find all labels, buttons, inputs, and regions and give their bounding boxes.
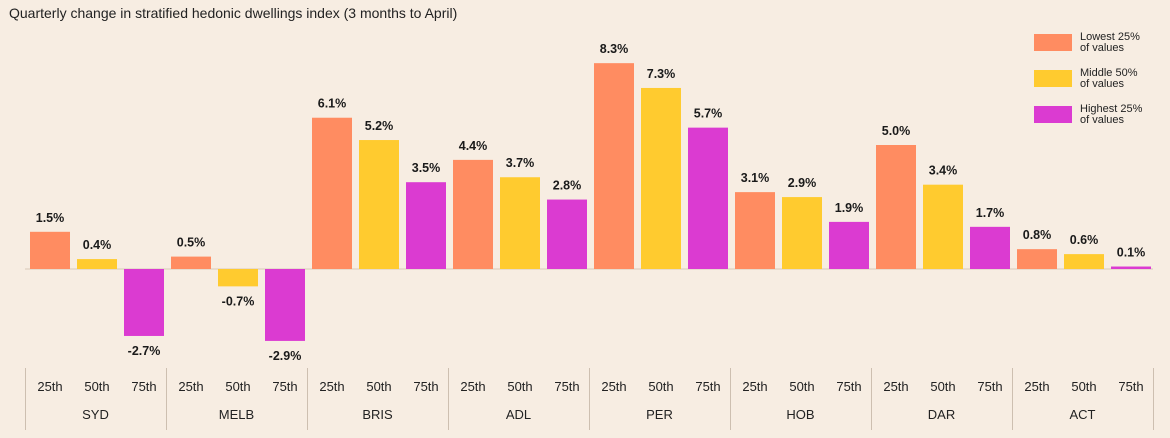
- data-label-act-50th: 0.6%: [1070, 233, 1099, 247]
- bar-act-50th: [1064, 254, 1104, 269]
- bar-dar-75th: [970, 226, 1010, 269]
- data-label-melb-75th: -2.9%: [269, 349, 302, 363]
- tick-label-adl-75th: 75th: [554, 379, 579, 394]
- data-label-dar-25th: 5.0%: [882, 124, 911, 138]
- tick-label-adl-25th: 25th: [460, 379, 485, 394]
- tick-label-hob-25th: 25th: [742, 379, 767, 394]
- legend-swatch-highest: [1034, 106, 1072, 123]
- tick-label-syd-25th: 25th: [37, 379, 62, 394]
- legend-swatch-middle: [1034, 70, 1072, 87]
- group-label-bris: BRIS: [362, 407, 393, 422]
- group-label-dar: DAR: [928, 407, 955, 422]
- bar-act-75th: [1111, 266, 1151, 269]
- tick-label-dar-25th: 25th: [883, 379, 908, 394]
- bar-adl-75th: [547, 199, 587, 269]
- bar-melb-25th: [171, 256, 211, 269]
- data-label-bris-75th: 3.5%: [412, 161, 441, 175]
- bar-dar-50th: [923, 184, 963, 269]
- data-label-melb-50th: -0.7%: [222, 294, 255, 308]
- chart-title: Quarterly change in stratified hedonic d…: [9, 5, 458, 21]
- tick-label-hob-75th: 75th: [836, 379, 861, 394]
- bar-dar-25th: [876, 145, 916, 269]
- tick-label-act-50th: 50th: [1071, 379, 1096, 394]
- bar-hob-25th: [735, 192, 775, 269]
- legend: Lowest 25% of values Middle 50% of value…: [1034, 32, 1164, 140]
- data-label-melb-25th: 0.5%: [177, 236, 206, 250]
- bar-per-25th: [594, 63, 634, 269]
- legend-sublabel-highest: of values: [1080, 114, 1125, 126]
- bar-hob-50th: [782, 197, 822, 269]
- tick-label-dar-50th: 50th: [930, 379, 955, 394]
- data-label-dar-75th: 1.7%: [976, 206, 1005, 220]
- data-label-per-75th: 5.7%: [694, 107, 723, 121]
- tick-label-act-25th: 25th: [1024, 379, 1049, 394]
- legend-label-middle: Middle 50%: [1080, 67, 1138, 79]
- tick-label-hob-50th: 50th: [789, 379, 814, 394]
- legend-label-lowest: Lowest 25%: [1080, 31, 1140, 43]
- group-label-act: ACT: [1070, 407, 1096, 422]
- data-label-per-25th: 8.3%: [600, 42, 629, 56]
- tick-label-per-75th: 75th: [695, 379, 720, 394]
- group-label-adl: ADL: [506, 407, 531, 422]
- bar-adl-25th: [453, 159, 493, 269]
- group-label-melb: MELB: [219, 407, 254, 422]
- data-label-adl-50th: 3.7%: [506, 156, 535, 170]
- data-label-bris-50th: 5.2%: [365, 119, 394, 133]
- group-label-per: PER: [646, 407, 673, 422]
- data-label-adl-75th: 2.8%: [553, 179, 582, 193]
- data-label-act-75th: 0.1%: [1117, 246, 1146, 260]
- tick-label-melb-25th: 25th: [178, 379, 203, 394]
- data-label-act-25th: 0.8%: [1023, 228, 1052, 242]
- tick-label-melb-75th: 75th: [272, 379, 297, 394]
- group-label-syd: SYD: [82, 407, 109, 422]
- bar-bris-50th: [359, 140, 399, 269]
- bar-bris-75th: [406, 182, 446, 269]
- bar-bris-25th: [312, 117, 352, 269]
- legend-sublabel-lowest: of values: [1080, 42, 1125, 54]
- data-label-dar-50th: 3.4%: [929, 164, 958, 178]
- tick-label-act-75th: 75th: [1118, 379, 1143, 394]
- data-label-hob-50th: 2.9%: [788, 176, 817, 190]
- bar-syd-75th: [124, 269, 164, 336]
- bar-per-50th: [641, 87, 681, 270]
- data-label-syd-25th: 1.5%: [36, 211, 65, 225]
- legend-sublabel-middle: of values: [1080, 78, 1125, 90]
- data-label-syd-75th: -2.7%: [128, 344, 161, 358]
- group-label-hob: HOB: [786, 407, 814, 422]
- bar-melb-75th: [265, 269, 305, 341]
- legend-item-lowest: Lowest 25% of values: [1034, 32, 1164, 68]
- tick-label-syd-50th: 50th: [84, 379, 109, 394]
- bar-adl-50th: [500, 177, 540, 269]
- tick-label-bris-25th: 25th: [319, 379, 344, 394]
- data-label-bris-25th: 6.1%: [318, 97, 347, 111]
- tick-label-per-50th: 50th: [648, 379, 673, 394]
- tick-label-bris-50th: 50th: [366, 379, 391, 394]
- data-label-syd-50th: 0.4%: [83, 238, 112, 252]
- bar-act-25th: [1017, 249, 1057, 269]
- data-label-hob-75th: 1.9%: [835, 201, 864, 215]
- data-label-hob-25th: 3.1%: [741, 171, 770, 185]
- legend-label-highest: Highest 25%: [1080, 103, 1143, 115]
- tick-label-adl-50th: 50th: [507, 379, 532, 394]
- tick-label-bris-75th: 75th: [413, 379, 438, 394]
- data-label-adl-25th: 4.4%: [459, 139, 488, 153]
- legend-item-middle: Middle 50% of values: [1034, 68, 1164, 104]
- tick-label-per-25th: 25th: [601, 379, 626, 394]
- tick-label-dar-75th: 75th: [977, 379, 1002, 394]
- legend-swatch-lowest: [1034, 34, 1072, 51]
- legend-item-highest: Highest 25% of values: [1034, 104, 1164, 140]
- bar-hob-75th: [829, 221, 869, 269]
- tick-label-melb-50th: 50th: [225, 379, 250, 394]
- data-label-per-50th: 7.3%: [647, 67, 676, 81]
- bar-melb-50th: [218, 269, 258, 287]
- bar-syd-50th: [77, 259, 117, 269]
- bar-per-75th: [688, 127, 728, 269]
- bar-syd-25th: [30, 231, 70, 269]
- tick-label-syd-75th: 75th: [131, 379, 156, 394]
